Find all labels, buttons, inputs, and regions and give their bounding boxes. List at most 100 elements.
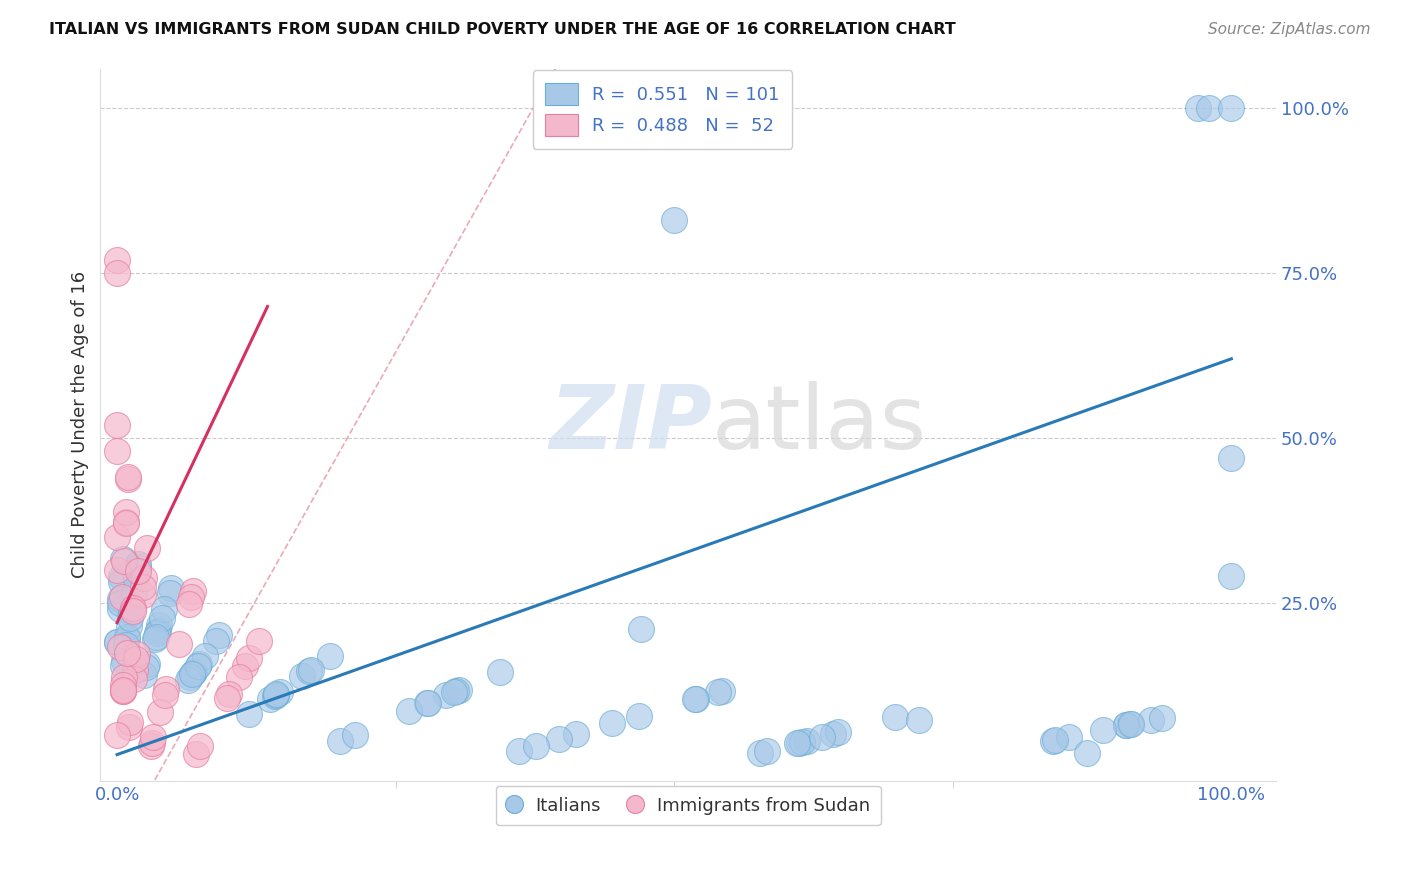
Point xyxy=(233,659,256,673)
Point xyxy=(146,626,169,640)
Point xyxy=(117,472,139,486)
Point xyxy=(188,657,211,671)
Point xyxy=(127,558,149,572)
Point xyxy=(827,725,849,739)
Point xyxy=(664,213,686,227)
Point xyxy=(115,504,138,518)
Point xyxy=(127,564,149,578)
Point xyxy=(1139,713,1161,727)
Text: atlas: atlas xyxy=(711,381,927,468)
Point xyxy=(787,736,810,750)
Point xyxy=(118,619,141,633)
Point xyxy=(1220,450,1243,465)
Point xyxy=(1092,723,1115,737)
Point xyxy=(299,663,322,677)
Point xyxy=(117,646,139,660)
Point xyxy=(218,687,240,701)
Point xyxy=(115,632,138,646)
Point xyxy=(135,660,157,674)
Point xyxy=(111,682,134,697)
Point xyxy=(143,632,166,647)
Point xyxy=(105,417,128,432)
Point xyxy=(181,666,204,681)
Point xyxy=(105,444,128,458)
Point xyxy=(145,630,167,644)
Point xyxy=(269,685,291,699)
Point xyxy=(136,657,159,672)
Point xyxy=(884,710,907,724)
Text: ZIP: ZIP xyxy=(548,381,711,468)
Point xyxy=(112,659,135,673)
Point xyxy=(796,734,818,748)
Point xyxy=(111,551,134,566)
Point xyxy=(117,630,139,644)
Point xyxy=(122,672,145,686)
Point xyxy=(181,665,204,680)
Point xyxy=(1045,733,1067,747)
Point xyxy=(263,689,285,703)
Point xyxy=(153,602,176,616)
Point xyxy=(105,530,128,544)
Point xyxy=(131,588,153,602)
Point xyxy=(524,739,547,753)
Point xyxy=(329,734,352,748)
Point xyxy=(132,580,155,594)
Point xyxy=(1115,718,1137,732)
Point xyxy=(179,597,201,611)
Point xyxy=(1121,717,1143,731)
Point xyxy=(683,692,706,706)
Point xyxy=(228,670,250,684)
Point xyxy=(105,728,128,742)
Point xyxy=(786,736,808,750)
Point xyxy=(127,559,149,574)
Point xyxy=(112,670,135,684)
Point xyxy=(194,649,217,664)
Point xyxy=(1198,101,1220,115)
Point xyxy=(488,665,510,679)
Point xyxy=(139,739,162,754)
Point xyxy=(1119,717,1142,731)
Point xyxy=(238,706,260,721)
Point xyxy=(125,647,148,661)
Point xyxy=(111,683,134,698)
Point xyxy=(105,266,128,280)
Point xyxy=(685,691,707,706)
Point xyxy=(434,689,457,703)
Point xyxy=(318,649,340,664)
Point xyxy=(125,572,148,586)
Point xyxy=(565,727,588,741)
Point xyxy=(181,584,204,599)
Point xyxy=(1152,711,1174,725)
Point xyxy=(150,611,173,625)
Point xyxy=(630,622,652,636)
Point xyxy=(706,685,728,699)
Point xyxy=(908,713,931,727)
Point xyxy=(107,635,129,649)
Point xyxy=(811,730,834,744)
Point xyxy=(111,684,134,698)
Point xyxy=(217,690,239,705)
Point xyxy=(711,684,734,698)
Point xyxy=(110,575,132,590)
Point xyxy=(1220,101,1243,115)
Point xyxy=(180,590,202,604)
Point xyxy=(167,637,190,651)
Point xyxy=(112,554,135,568)
Point xyxy=(792,735,814,749)
Point xyxy=(1042,733,1064,747)
Text: Source: ZipAtlas.com: Source: ZipAtlas.com xyxy=(1208,22,1371,37)
Point xyxy=(183,665,205,680)
Point xyxy=(298,665,321,679)
Point xyxy=(204,634,226,648)
Point xyxy=(208,628,231,642)
Point xyxy=(117,470,139,484)
Point xyxy=(105,252,128,267)
Point xyxy=(177,673,200,687)
Point xyxy=(749,746,772,760)
Point xyxy=(153,689,176,703)
Point xyxy=(1115,718,1137,732)
Point xyxy=(112,678,135,692)
Point xyxy=(238,651,260,665)
Point xyxy=(508,744,530,758)
Point xyxy=(264,688,287,702)
